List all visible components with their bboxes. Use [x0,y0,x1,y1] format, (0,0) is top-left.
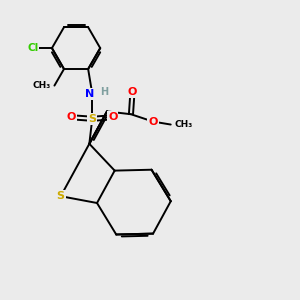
Text: CH₃: CH₃ [33,81,51,90]
Text: S: S [88,114,96,124]
Text: CH₃: CH₃ [174,120,193,129]
Text: O: O [108,112,118,122]
Text: O: O [67,112,76,122]
Text: N: N [85,89,94,99]
Text: O: O [128,87,137,97]
Text: H: H [100,87,109,97]
Text: O: O [148,117,158,127]
Text: S: S [57,191,65,201]
Text: Cl: Cl [27,43,38,53]
